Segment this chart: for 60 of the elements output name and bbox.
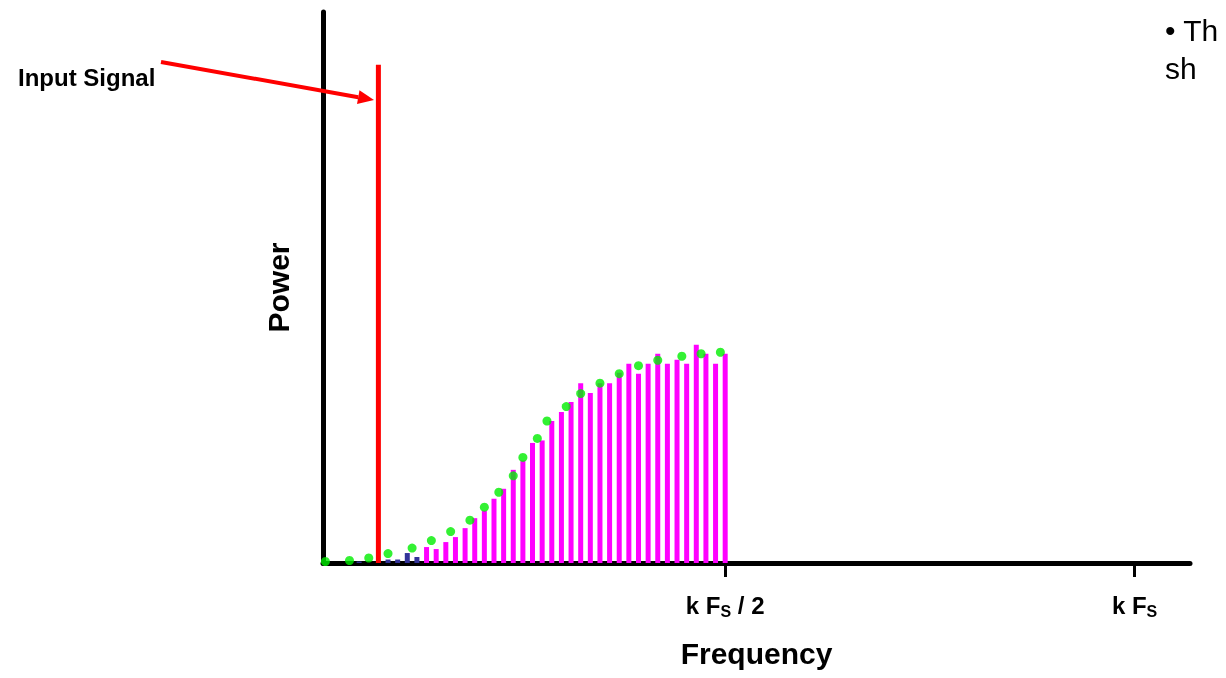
bar xyxy=(520,460,526,563)
bar xyxy=(472,518,478,563)
bar xyxy=(635,373,641,563)
point xyxy=(345,556,354,566)
point xyxy=(518,452,528,462)
bar xyxy=(703,353,709,563)
point xyxy=(383,549,393,559)
bar xyxy=(587,393,593,563)
point xyxy=(696,349,706,359)
point xyxy=(320,557,330,566)
point xyxy=(532,433,542,443)
point xyxy=(426,536,436,546)
point xyxy=(653,355,663,365)
point xyxy=(465,515,475,525)
text: Input Signal xyxy=(18,64,156,92)
point xyxy=(494,487,504,497)
bar xyxy=(414,557,420,563)
bar xyxy=(607,383,613,563)
point xyxy=(634,361,643,371)
point xyxy=(677,351,687,361)
point xyxy=(576,389,586,399)
point xyxy=(446,527,456,537)
point xyxy=(715,347,725,357)
bar xyxy=(713,363,719,563)
bar xyxy=(443,542,449,563)
point xyxy=(561,402,571,412)
bar xyxy=(558,412,564,563)
bar xyxy=(684,363,690,563)
bar xyxy=(568,402,574,563)
bar xyxy=(491,498,497,563)
bar xyxy=(645,363,651,563)
point xyxy=(364,553,374,563)
bar xyxy=(375,64,381,563)
annotation: • Th sh xyxy=(1165,13,1219,87)
bar xyxy=(693,344,699,563)
bar xyxy=(481,510,487,563)
bar xyxy=(539,440,545,563)
bar xyxy=(578,383,584,563)
bar xyxy=(462,528,468,563)
point xyxy=(614,369,624,379)
point xyxy=(508,471,518,481)
bar xyxy=(722,353,728,563)
bar xyxy=(433,549,439,563)
bar xyxy=(655,353,661,563)
bar xyxy=(510,469,516,563)
bar xyxy=(626,363,632,563)
bar xyxy=(404,553,410,563)
bar xyxy=(674,359,680,563)
y-axis-title: Power xyxy=(261,242,295,333)
x-axis-title: Frequency xyxy=(680,636,833,670)
point xyxy=(479,502,489,512)
point xyxy=(542,416,552,426)
bar xyxy=(501,488,507,563)
bar xyxy=(664,363,670,563)
bar xyxy=(424,547,430,563)
point xyxy=(407,543,417,553)
bar xyxy=(530,442,536,563)
bar xyxy=(452,537,458,563)
bar xyxy=(549,421,555,563)
point xyxy=(595,378,605,388)
